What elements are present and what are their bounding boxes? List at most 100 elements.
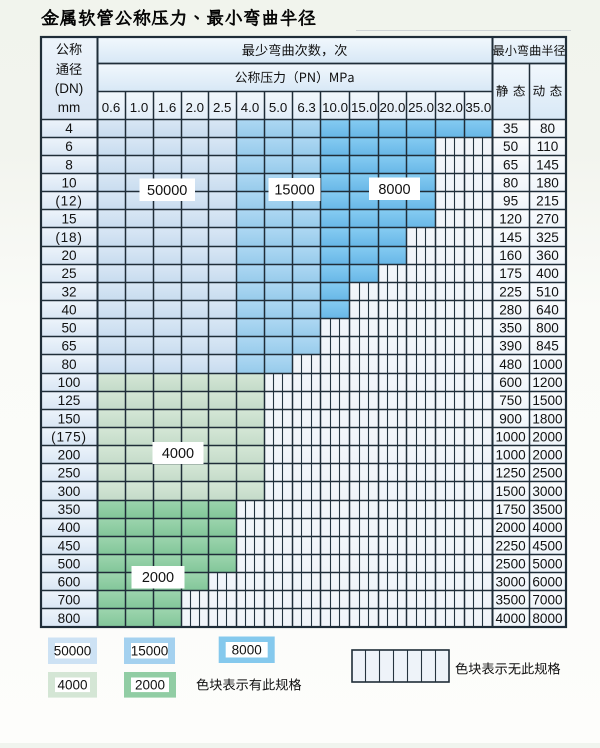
- svg-text:4.0: 4.0: [241, 100, 260, 115]
- svg-text:845: 845: [536, 339, 559, 354]
- svg-text:3500: 3500: [532, 502, 563, 517]
- svg-text:2000: 2000: [495, 520, 526, 535]
- svg-text:225: 225: [499, 284, 522, 299]
- svg-text:600: 600: [58, 575, 81, 590]
- svg-text:65: 65: [503, 157, 518, 172]
- svg-text:600: 600: [499, 375, 522, 390]
- svg-text:325: 325: [536, 230, 559, 245]
- svg-text:1000: 1000: [495, 448, 526, 463]
- svg-text:15.0: 15.0: [351, 100, 377, 115]
- svg-text:5.0: 5.0: [269, 100, 288, 115]
- svg-text:390: 390: [499, 339, 522, 354]
- svg-text:510: 510: [536, 284, 559, 299]
- svg-text:700: 700: [58, 593, 81, 608]
- svg-text:8000: 8000: [532, 611, 563, 626]
- svg-text:480: 480: [499, 357, 522, 372]
- svg-text:3000: 3000: [495, 575, 526, 590]
- svg-text:6: 6: [65, 139, 73, 154]
- svg-text:4000: 4000: [532, 520, 563, 535]
- svg-text:3000: 3000: [532, 484, 563, 499]
- svg-text:750: 750: [499, 393, 522, 408]
- svg-text:10.0: 10.0: [322, 100, 348, 115]
- svg-text:500: 500: [58, 556, 81, 571]
- svg-text:360: 360: [536, 248, 559, 263]
- svg-text:280: 280: [499, 302, 522, 317]
- svg-text:100: 100: [58, 375, 81, 390]
- svg-text:25: 25: [61, 266, 76, 281]
- svg-text:8000: 8000: [378, 182, 410, 198]
- svg-text:15000: 15000: [131, 644, 169, 659]
- svg-text:3500: 3500: [495, 593, 526, 608]
- svg-text:300: 300: [58, 484, 81, 499]
- svg-text:1500: 1500: [495, 484, 526, 499]
- svg-text:35.0: 35.0: [465, 100, 491, 115]
- svg-text:1250: 1250: [495, 466, 526, 481]
- svg-text:65: 65: [61, 339, 76, 354]
- svg-text:120: 120: [499, 212, 522, 227]
- svg-text:200: 200: [58, 448, 81, 463]
- svg-text:145: 145: [536, 157, 559, 172]
- svg-text:2000: 2000: [532, 429, 563, 444]
- svg-text:50: 50: [503, 139, 519, 154]
- svg-text:640: 640: [536, 302, 559, 317]
- svg-text:1200: 1200: [532, 375, 563, 390]
- svg-text:32.0: 32.0: [437, 100, 463, 115]
- svg-text:20: 20: [61, 248, 77, 263]
- svg-text:95: 95: [503, 194, 518, 209]
- svg-text:2500: 2500: [495, 556, 526, 571]
- svg-text:1.0: 1.0: [130, 100, 149, 115]
- svg-text:(12): (12): [55, 194, 82, 209]
- svg-text:50: 50: [61, 321, 77, 336]
- svg-text:10: 10: [61, 175, 77, 190]
- svg-text:800: 800: [536, 321, 559, 336]
- svg-text:(175): (175): [51, 429, 87, 444]
- svg-text:1800: 1800: [532, 411, 563, 426]
- svg-text:400: 400: [58, 520, 81, 535]
- svg-text:8000: 8000: [232, 643, 262, 658]
- svg-text:80: 80: [503, 175, 519, 190]
- svg-text:5000: 5000: [532, 556, 563, 571]
- svg-text:25.0: 25.0: [408, 100, 434, 115]
- svg-text:145: 145: [499, 230, 522, 245]
- svg-text:35: 35: [503, 121, 518, 136]
- svg-text:250: 250: [58, 466, 81, 481]
- svg-text:1500: 1500: [532, 393, 563, 408]
- svg-text:215: 215: [536, 194, 559, 209]
- svg-text:7000: 7000: [532, 593, 563, 608]
- svg-text:350: 350: [499, 321, 522, 336]
- svg-text:4500: 4500: [532, 538, 563, 553]
- svg-text:110: 110: [537, 139, 559, 154]
- svg-text:50000: 50000: [147, 183, 187, 199]
- svg-text:350: 350: [58, 502, 81, 517]
- svg-text:2000: 2000: [532, 448, 563, 463]
- svg-text:180: 180: [536, 175, 559, 190]
- svg-text:450: 450: [58, 538, 81, 553]
- svg-text:50000: 50000: [54, 644, 92, 659]
- svg-text:4000: 4000: [162, 446, 194, 462]
- svg-text:mm: mm: [58, 100, 81, 115]
- svg-text:4: 4: [65, 121, 73, 136]
- svg-text:(18): (18): [55, 230, 82, 245]
- svg-text:32: 32: [61, 284, 76, 299]
- svg-text:6000: 6000: [532, 575, 563, 590]
- svg-text:15000: 15000: [274, 183, 314, 199]
- svg-text:80: 80: [540, 121, 556, 136]
- svg-text:0.6: 0.6: [102, 100, 121, 115]
- svg-text:2500: 2500: [532, 466, 563, 481]
- svg-text:6.3: 6.3: [297, 100, 316, 115]
- svg-text:80: 80: [61, 357, 77, 372]
- svg-text:900: 900: [499, 411, 522, 426]
- svg-text:175: 175: [499, 266, 522, 281]
- svg-text:2.5: 2.5: [213, 100, 232, 115]
- svg-text:150: 150: [58, 411, 81, 426]
- svg-text:4000: 4000: [57, 678, 87, 693]
- svg-text:2.0: 2.0: [186, 100, 205, 115]
- svg-text:125: 125: [58, 393, 81, 408]
- svg-text:1000: 1000: [495, 429, 526, 444]
- svg-text:15: 15: [61, 212, 76, 227]
- svg-text:4000: 4000: [495, 611, 526, 626]
- svg-text:2250: 2250: [495, 538, 526, 553]
- svg-text:8: 8: [65, 157, 73, 172]
- svg-text:400: 400: [536, 266, 559, 281]
- svg-text:1000: 1000: [532, 357, 563, 372]
